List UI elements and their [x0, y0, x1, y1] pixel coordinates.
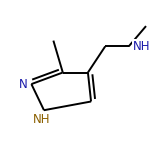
- Text: NH: NH: [133, 40, 150, 53]
- Text: N: N: [19, 78, 28, 91]
- Text: NH: NH: [33, 113, 50, 126]
